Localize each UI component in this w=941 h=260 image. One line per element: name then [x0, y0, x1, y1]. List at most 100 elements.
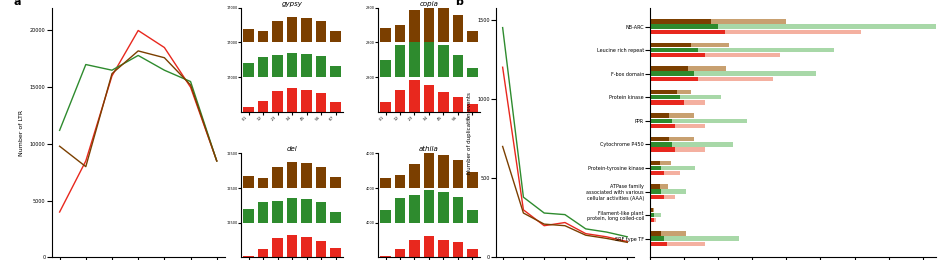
Bar	[315, 56, 327, 77]
Bar	[409, 164, 420, 188]
Bar	[272, 55, 283, 77]
Bar	[423, 40, 435, 77]
Bar	[380, 178, 391, 188]
Bar	[467, 104, 478, 112]
Bar	[439, 192, 449, 223]
Bar	[409, 10, 420, 42]
Bar	[726, 30, 861, 34]
Bar	[243, 29, 254, 42]
Bar	[694, 72, 817, 76]
Bar	[258, 31, 268, 42]
Bar	[467, 210, 478, 223]
Bar	[394, 25, 406, 42]
Bar	[394, 198, 406, 223]
Bar	[467, 68, 478, 77]
Bar	[394, 175, 406, 188]
Bar	[669, 113, 694, 118]
Bar	[453, 55, 463, 77]
Bar	[650, 53, 705, 57]
Bar	[287, 235, 297, 257]
Bar	[453, 97, 463, 112]
Bar	[409, 240, 420, 257]
Bar	[688, 66, 726, 71]
Bar	[439, 92, 449, 112]
Bar	[650, 100, 684, 105]
Bar	[330, 66, 341, 77]
Bar	[650, 66, 688, 71]
Bar	[330, 31, 341, 42]
Bar	[287, 53, 297, 77]
Bar	[663, 194, 675, 199]
Bar	[243, 176, 254, 188]
Bar	[380, 102, 391, 112]
Bar	[272, 92, 283, 112]
Text: b: b	[455, 0, 463, 7]
Bar	[654, 218, 656, 223]
Bar	[394, 249, 406, 257]
Bar	[258, 57, 268, 77]
Bar	[650, 43, 691, 47]
Bar	[467, 172, 478, 188]
Bar	[243, 256, 254, 257]
Bar	[698, 48, 834, 52]
Bar	[243, 63, 254, 77]
Bar	[380, 256, 391, 257]
Bar	[467, 31, 478, 42]
Bar	[680, 95, 721, 99]
Bar	[711, 19, 787, 24]
Bar	[650, 236, 663, 241]
Bar	[650, 124, 675, 128]
Bar	[675, 147, 705, 152]
Bar	[650, 24, 718, 29]
Bar	[650, 194, 663, 199]
Bar	[330, 212, 341, 223]
Bar	[423, 236, 435, 257]
Bar	[650, 72, 694, 76]
Bar	[660, 161, 671, 165]
Bar	[330, 177, 341, 188]
Title: del: del	[287, 146, 297, 152]
Bar	[301, 54, 312, 77]
Bar	[258, 249, 268, 257]
Bar	[653, 208, 654, 212]
Bar	[243, 209, 254, 223]
Bar	[672, 142, 733, 147]
Bar	[718, 24, 941, 29]
Bar	[287, 162, 297, 188]
Bar	[650, 142, 672, 147]
Bar	[453, 242, 463, 257]
Bar	[691, 43, 729, 47]
Bar	[663, 236, 739, 241]
Bar	[453, 160, 463, 188]
Bar	[315, 202, 327, 223]
Bar	[330, 248, 341, 257]
Bar	[287, 17, 297, 42]
Bar	[423, 3, 435, 42]
Bar	[660, 184, 668, 188]
Bar	[650, 161, 660, 165]
Bar	[663, 171, 680, 175]
Bar	[650, 113, 669, 118]
Bar	[380, 60, 391, 77]
Bar	[650, 184, 660, 188]
Bar	[272, 167, 283, 188]
Bar	[301, 163, 312, 188]
Bar	[301, 18, 312, 42]
Bar	[650, 213, 654, 217]
Bar	[650, 95, 680, 99]
Bar	[423, 84, 435, 112]
Bar	[315, 241, 327, 257]
Bar	[650, 19, 711, 24]
Bar	[662, 231, 686, 236]
Bar	[409, 42, 420, 77]
Bar	[272, 21, 283, 42]
Bar	[650, 90, 678, 94]
Text: a: a	[14, 0, 22, 7]
Bar	[662, 166, 695, 170]
Bar	[409, 195, 420, 223]
Bar	[287, 198, 297, 223]
Bar	[666, 242, 705, 246]
Bar	[684, 100, 705, 105]
Bar	[672, 119, 747, 123]
Bar	[439, 8, 449, 42]
